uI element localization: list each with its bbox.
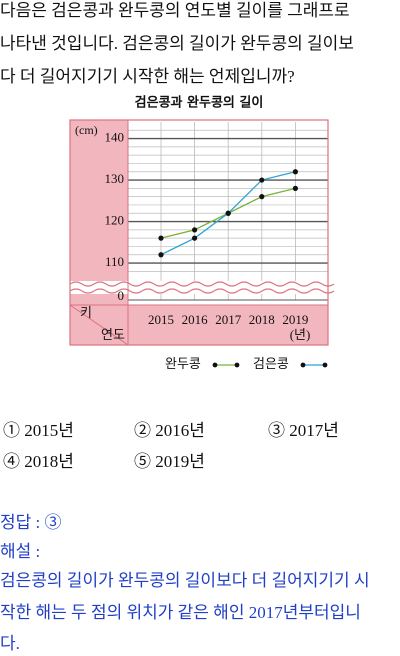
data-point — [192, 227, 198, 233]
x-tick-label: 2018 — [249, 312, 275, 327]
x-label: 연도 — [101, 327, 125, 342]
y-tick-label: 140 — [105, 130, 125, 145]
axis-panel — [70, 305, 328, 345]
explanation-line: 검은콩의 길이가 완두콩의 길이보다 더 길어지기기 시 — [0, 571, 370, 590]
legend-dot — [300, 362, 306, 368]
data-point — [259, 177, 265, 183]
legend-dot — [212, 362, 218, 368]
data-point — [225, 210, 231, 216]
data-point — [192, 235, 198, 241]
option: ② 2016년 — [134, 421, 205, 440]
y-tick-label: 120 — [105, 213, 125, 228]
y-label: 키 — [80, 305, 92, 320]
option: ⑤ 2019년 — [134, 452, 205, 471]
y-tick-label: 130 — [105, 171, 125, 186]
x-tick-label: 2015 — [148, 312, 174, 327]
break-wave — [69, 288, 335, 294]
axis-panel — [70, 120, 128, 305]
explanation-line: 작한 해는 두 점의 위치가 같은 해인 2017년부터입니 — [0, 603, 361, 622]
chart-frame — [69, 119, 329, 346]
data-point — [292, 169, 298, 175]
x-tick-label: 2016 — [182, 312, 209, 327]
answer: 정답 : ③ — [0, 513, 62, 532]
question-line: 다음은 검은콩과 완두콩의 연도별 길이를 그래프로 — [0, 1, 350, 20]
legend-label: 완두콩 — [165, 356, 201, 371]
legend-dot — [234, 362, 240, 368]
question-line: 다 더 길어지기기 시작한 해는 언제입니까? — [0, 67, 295, 86]
chart-title: 검은콩과 완두콩의 길이 — [135, 95, 264, 111]
legend-label: 검은콩 — [253, 356, 289, 371]
option: ④ 2018년 — [3, 452, 74, 471]
break-wave — [69, 281, 335, 287]
y-tick-label: 110 — [105, 254, 124, 269]
data-point — [158, 235, 164, 241]
question-line: 나타낸 것입니다. 검은콩의 길이가 완두콩의 길이보 — [0, 34, 354, 53]
explanation-line: 다. — [0, 634, 20, 653]
option: ③ 2017년 — [268, 421, 339, 440]
option: ① 2015년 — [3, 421, 74, 440]
y-tick-label: 0 — [118, 288, 125, 303]
y-unit: (cm) — [75, 123, 98, 137]
explanation-title: 해설 : — [0, 542, 40, 561]
x-tick-label: 2019 — [282, 312, 308, 327]
data-point — [292, 185, 298, 191]
x-tick-label: 2017 — [215, 312, 242, 327]
frame-line — [69, 304, 129, 346]
legend-dot — [322, 362, 328, 368]
data-point — [158, 252, 164, 258]
x-unit: (년) — [290, 327, 311, 342]
data-point — [259, 194, 265, 200]
